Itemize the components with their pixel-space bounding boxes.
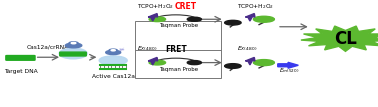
Circle shape	[109, 49, 117, 51]
Ellipse shape	[59, 48, 87, 59]
Text: $E_{X(480)}$: $E_{X(480)}$	[237, 45, 257, 53]
Polygon shape	[245, 14, 255, 21]
Circle shape	[187, 17, 201, 21]
Text: FRET: FRET	[166, 45, 187, 54]
Text: CRET: CRET	[174, 2, 196, 11]
Circle shape	[187, 61, 201, 65]
Circle shape	[225, 20, 241, 25]
Text: TCPO+H$_2$O$_2$: TCPO+H$_2$O$_2$	[237, 2, 274, 11]
Circle shape	[106, 50, 121, 55]
Circle shape	[254, 16, 274, 22]
Polygon shape	[245, 57, 255, 65]
Ellipse shape	[99, 56, 127, 65]
Text: Target DNA: Target DNA	[3, 69, 37, 74]
Circle shape	[111, 50, 115, 51]
Polygon shape	[301, 26, 378, 51]
Circle shape	[65, 43, 82, 48]
Text: Cas12a/crRNA: Cas12a/crRNA	[27, 45, 69, 50]
Text: CL: CL	[334, 30, 357, 48]
Polygon shape	[148, 14, 158, 21]
Text: $E_{X(480)}$: $E_{X(480)}$	[137, 45, 157, 53]
Circle shape	[149, 17, 166, 22]
Text: TCPO+H$_2$O$_2$: TCPO+H$_2$O$_2$	[137, 2, 174, 11]
Circle shape	[225, 64, 241, 68]
Text: ✂: ✂	[119, 47, 125, 53]
Circle shape	[149, 60, 166, 65]
Text: Taqman Probe: Taqman Probe	[160, 67, 198, 72]
FancyBboxPatch shape	[6, 56, 35, 60]
FancyBboxPatch shape	[60, 52, 86, 56]
Text: Active Cas12a: Active Cas12a	[92, 74, 135, 79]
Polygon shape	[148, 57, 158, 65]
Polygon shape	[278, 62, 298, 68]
Circle shape	[69, 42, 78, 44]
Circle shape	[71, 42, 76, 44]
Text: $E_{m(520)}$: $E_{m(520)}$	[279, 67, 300, 75]
Circle shape	[254, 60, 274, 66]
Text: Taqman Probe: Taqman Probe	[160, 23, 198, 28]
